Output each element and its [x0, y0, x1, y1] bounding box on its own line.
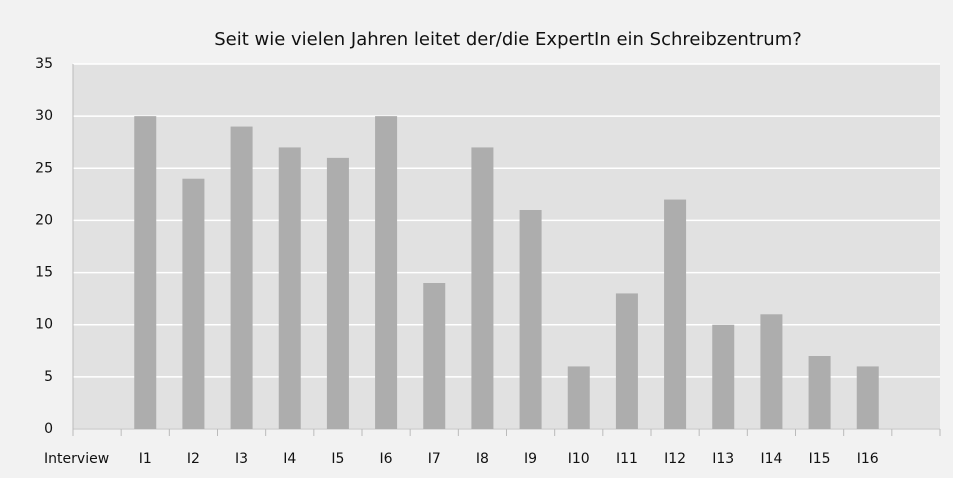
bar: [182, 178, 205, 429]
bar: [471, 147, 494, 429]
y-tick-label: 15: [35, 265, 53, 281]
x-tick-label: I4: [283, 451, 296, 467]
x-tick-label: I12: [664, 451, 686, 467]
x-tick-label: I2: [187, 451, 200, 467]
y-tick-label: 30: [35, 108, 53, 124]
x-tick-label: I7: [428, 451, 441, 467]
bar: [664, 199, 687, 429]
bar: [423, 283, 446, 429]
y-tick-label: 20: [35, 212, 53, 228]
bar: [134, 116, 157, 430]
bar: [230, 126, 253, 430]
x-tick-label: I11: [616, 451, 638, 467]
x-tick-label: I1: [139, 451, 152, 467]
x-tick-label: I13: [712, 451, 734, 467]
x-tick-label: I5: [331, 451, 344, 467]
x-tick-label: I9: [524, 451, 537, 467]
x-tick-label: I8: [476, 451, 489, 467]
bar: [760, 314, 783, 429]
x-tick-label: I16: [857, 451, 879, 467]
y-tick-label: 5: [44, 369, 53, 385]
y-tick-label: 10: [35, 317, 53, 333]
bar: [712, 324, 735, 429]
plot-area: [73, 64, 940, 429]
y-tick-label: 35: [35, 56, 53, 72]
x-tick-label: Interview: [44, 451, 109, 467]
bar: [519, 210, 542, 429]
bar: [615, 293, 638, 429]
x-tick-label: I14: [760, 451, 782, 467]
x-tick-label: I10: [568, 451, 590, 467]
bar: [567, 366, 590, 429]
bar: [856, 366, 879, 429]
x-tick-label: I6: [380, 451, 393, 467]
x-tick-label: I3: [235, 451, 248, 467]
x-tick-label: I15: [809, 451, 831, 467]
bar: [375, 116, 398, 430]
bar: [326, 157, 349, 429]
bar: [278, 147, 301, 429]
y-tick-label: 0: [44, 421, 53, 437]
chart-title: Seit wie vielen Jahren leitet der/die Ex…: [214, 29, 802, 50]
bar: [808, 356, 831, 429]
y-tick-label: 25: [35, 160, 53, 176]
